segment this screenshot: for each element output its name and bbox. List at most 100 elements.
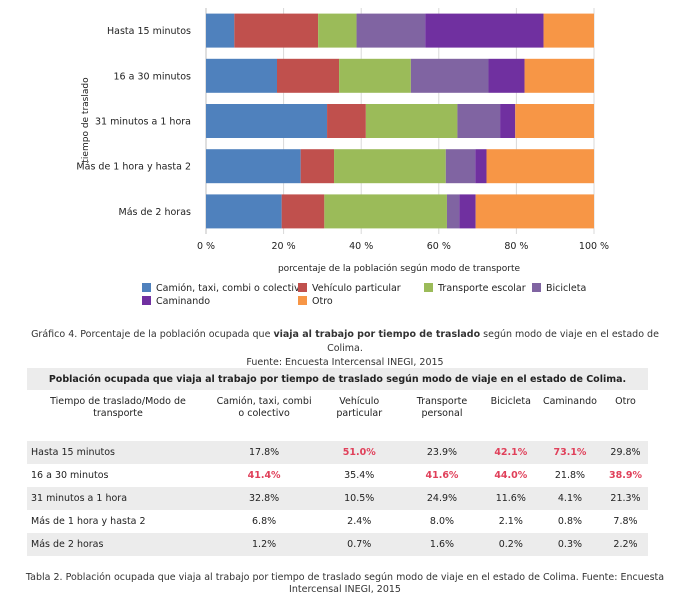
legend-swatch [142, 296, 151, 305]
column-header: Bicicleta [490, 396, 531, 407]
bar-segment [488, 58, 525, 93]
table-cell: 7.8% [613, 516, 638, 527]
x-tick-label: 20 % [272, 241, 296, 252]
table-cell: 38.9% [609, 470, 642, 481]
table-row: Más de 2 horas 1.2% 0.7% 1.6% 0.2% 0.3% 2.2% [27, 533, 648, 556]
bar-segment [234, 13, 319, 48]
table-cell: 32.8% [209, 487, 320, 510]
bar-segment [515, 104, 594, 138]
column-header: Tiempo de traslado/Modo de transporte [50, 396, 186, 419]
data-table: Población ocupada que viaja al trabajo p… [27, 368, 648, 556]
table-cell: 51.0% [319, 441, 400, 464]
table-title-row: Población ocupada que viaja al trabajo p… [27, 368, 648, 390]
bar-segment [206, 13, 235, 48]
table-row: 16 a 30 minutos 41.4% 35.4% 41.6% 44.0% 21.8%… [27, 464, 648, 487]
figure-caption-suffix: según modo de viaje en el estado de Coli… [327, 329, 659, 354]
category-label: 16 a 30 minutos [114, 71, 192, 82]
bar-segment [206, 104, 328, 138]
table-cell: 2.4% [347, 516, 372, 527]
figure-caption: Gráfico 4. Porcentaje de la población oc… [20, 328, 670, 370]
legend-swatch [142, 283, 151, 292]
table-cell: 29.8% [603, 441, 648, 464]
table-cell: 1.6% [399, 533, 485, 556]
chart-bars [206, 13, 594, 229]
bar-segment [459, 194, 476, 229]
bar-segment [543, 13, 594, 48]
legend-label: Transporte escolar [437, 283, 526, 294]
bar-segment [327, 104, 366, 138]
table-cell: 24.9% [399, 487, 485, 510]
table-header-row: Tiempo de traslado/Modo de transporte Cam… [27, 390, 648, 441]
bar-segment [206, 149, 301, 184]
table-cell: 41.6% [425, 470, 459, 481]
table-cell: 0.3% [536, 533, 603, 556]
legend-swatch [298, 283, 307, 292]
row-label: Hasta 15 minutos [27, 441, 209, 464]
bar-segment [457, 104, 501, 138]
row-label: 31 minutos a 1 hora [27, 487, 209, 510]
x-tick-label: 40 % [349, 241, 373, 252]
table-cell: 0.7% [319, 533, 400, 556]
legend-label: Otro [312, 296, 333, 307]
figure-caption-bold: viaja al trabajo por tiempo de traslado [273, 329, 481, 340]
legend-label: Camión, taxi, combi o colectivo [156, 283, 306, 294]
data-table-wrapper: Población ocupada que viaja al trabajo p… [27, 368, 648, 556]
bar-segment [318, 13, 357, 48]
row-label: Más de 2 horas [27, 533, 209, 556]
x-tick-label: 60 % [427, 241, 451, 252]
table-cell: 17.8% [209, 441, 320, 464]
bar-segment [445, 149, 476, 184]
table-title: Población ocupada que viaja al trabajo p… [27, 368, 648, 390]
table-cell: 21.3% [603, 487, 648, 510]
bar-segment [206, 194, 282, 229]
stacked-bar-chart: Hasta 15 minutos 16 a 30 minutos 31 minuto… [76, 8, 609, 307]
bar-segment [281, 194, 325, 229]
bar-segment [500, 104, 516, 138]
chart-legend: Camión, taxi, combi o colectivo Vehículo … [142, 283, 586, 307]
table-cell: 42.1% [484, 441, 537, 464]
category-labels: Hasta 15 minutos 16 a 30 minutos 31 minuto… [76, 26, 191, 218]
legend-swatch [532, 283, 541, 292]
column-header: Caminando [542, 396, 597, 407]
bar-segment [365, 104, 458, 138]
table-cell: 6.8% [252, 516, 277, 527]
legend-swatch [424, 283, 433, 292]
table-cell: 41.4% [247, 470, 281, 481]
legend-label: Bicicleta [546, 283, 586, 294]
table-cell: 8.0% [429, 516, 455, 527]
x-axis-label: porcentaje de la población según modo de… [278, 263, 521, 274]
bar-segment [356, 13, 426, 48]
table-cell: 4.1% [536, 487, 603, 510]
figure-caption-prefix: Gráfico 4. Porcentaje de la población oc… [31, 329, 274, 340]
category-label: 31 minutos a 1 hora [95, 117, 191, 128]
row-label: Más de 1 hora y hasta 2 [31, 516, 146, 527]
table-cell: 1.2% [209, 533, 320, 556]
legend-label: Vehículo particular [312, 283, 401, 294]
x-tick-label: 100 % [579, 241, 609, 252]
column-header: Otro [615, 396, 636, 407]
x-tick-labels: 0 % 20 % 40 % 60 % 80 % 100 % [197, 241, 609, 252]
figure-caption-source: Fuente: Encuesta Intercensal INEGI, 2015 [246, 357, 444, 368]
column-header: Camión, taxi, combi o colectivo [216, 396, 312, 419]
table-row: 31 minutos a 1 hora 32.8% 10.5% 24.9% 11.6% 4… [27, 487, 648, 510]
legend-label: Caminando [156, 296, 210, 307]
table-cell: 0.2% [484, 533, 537, 556]
bar-segment [339, 58, 411, 93]
bar-segment [300, 149, 335, 184]
table-cell: 2.1% [498, 516, 523, 527]
table-cell: 21.8% [554, 470, 586, 481]
table-cell: 23.9% [399, 441, 485, 464]
table-cell: 44.0% [494, 470, 528, 481]
bar-segment [475, 194, 594, 229]
table-row: Hasta 15 minutos 17.8% 51.0% 23.9% 42.1% 73.1… [27, 441, 648, 464]
table-caption: Tabla 2. Población ocupada que viaja al … [25, 572, 665, 595]
category-label: Hasta 15 minutos [107, 26, 191, 37]
category-label: Más de 2 horas [119, 207, 192, 218]
x-tick-label: 80 % [504, 241, 528, 252]
row-label: 16 a 30 minutos [31, 470, 109, 481]
category-label: Más de 1 hora y hasta 2 [76, 162, 191, 173]
table-row: Más de 1 hora y hasta 2 6.8% 2.4% 8.0% 2.1% 0… [27, 510, 648, 533]
bar-segment [277, 58, 340, 93]
table-cell: 73.1% [536, 441, 603, 464]
legend-swatch [298, 296, 307, 305]
